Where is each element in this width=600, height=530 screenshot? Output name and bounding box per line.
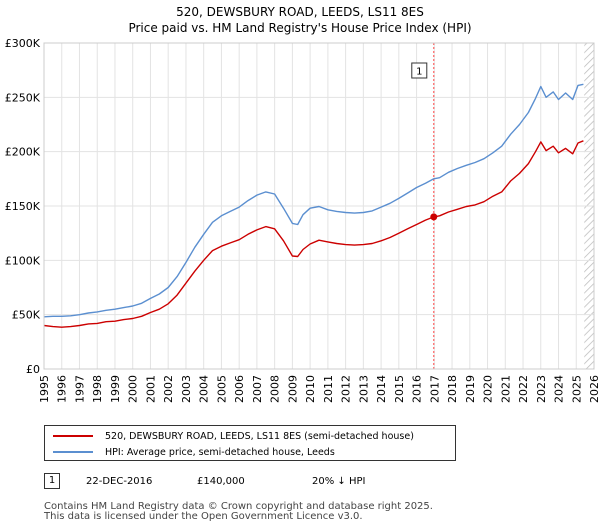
property-price-line: [43, 140, 584, 328]
sale-badge: 1: [44, 473, 60, 489]
footer: Contains HM Land Registry data © Crown c…: [44, 502, 433, 522]
x-tick-label: 2016: [411, 375, 424, 403]
x-tick-label: 2000: [127, 375, 140, 403]
legend-item-hpi: HPI: Average price, semi-detached house,…: [53, 444, 335, 460]
legend-swatch-property: [53, 435, 93, 437]
y-tick-label: £200K: [5, 146, 41, 159]
x-tick-label: 2010: [304, 375, 317, 403]
y-tick-label: £250K: [5, 91, 41, 104]
x-tick-label: 2012: [340, 375, 353, 403]
x-tick-label: 2013: [357, 375, 370, 403]
x-tick-label: 2002: [162, 375, 175, 403]
price-chart: £0 £50K £100K £150K £200K £250K £300K 1995 1996 1…: [5, 37, 600, 403]
annotation-label: 1: [416, 67, 422, 78]
x-tick-label: 2022: [517, 375, 530, 403]
y-tick-label: £150K: [5, 200, 41, 213]
footer-line-2: This data is licensed under the Open Gov…: [44, 511, 363, 522]
x-tick-label: 1998: [91, 375, 104, 403]
chart-title: 520, DEWSBURY ROAD, LEEDS, LS11 8ES Pric…: [0, 4, 600, 36]
x-tick-label: 1999: [109, 375, 122, 403]
legend-item-property: 520, DEWSBURY ROAD, LEEDS, LS11 8ES (sem…: [53, 428, 414, 444]
x-tick-label: 2007: [251, 375, 264, 403]
x-tick-label: 2021: [499, 375, 512, 403]
legend-swatch-hpi: [53, 451, 93, 453]
x-tick-label: 2004: [198, 375, 211, 403]
x-tick-label: 2019: [464, 375, 477, 403]
x-tick-label: 2026: [588, 375, 600, 403]
sale-row: 1 22-DEC-2016 £140,000 20% ↓ HPI: [44, 473, 365, 489]
hpi-line: [43, 83, 584, 318]
x-tick-label: 2011: [322, 375, 335, 403]
y-tick-label: £50K: [12, 309, 41, 322]
sale-hpi-diff: 20% ↓ HPI: [312, 475, 366, 487]
sale-price: £140,000: [197, 475, 245, 487]
chart-title-line-2: Price paid vs. HM Land Registry's House …: [128, 21, 472, 35]
y-tick-label: £100K: [5, 254, 41, 267]
x-tick-label: 1995: [38, 375, 51, 403]
x-tick-label: 2020: [482, 375, 495, 403]
x-tick-label: 2006: [233, 375, 246, 403]
x-tick-label: 1997: [73, 375, 86, 403]
sale-point: [430, 213, 438, 221]
x-tick-label: 2003: [180, 375, 193, 403]
annotation-badge: [411, 62, 428, 79]
plot-border: [43, 42, 595, 370]
footer-line-1: Contains HM Land Registry data © Crown c…: [44, 501, 433, 512]
x-tick-label: 2023: [535, 375, 548, 403]
chart-legend: 520, DEWSBURY ROAD, LEEDS, LS11 8ES (sem…: [44, 425, 456, 461]
x-tick-label: 2014: [375, 375, 388, 403]
legend-label-hpi: HPI: Average price, semi-detached house,…: [105, 446, 335, 458]
sale-date: 22-DEC-2016: [86, 475, 153, 487]
y-tick-label: £300K: [5, 37, 41, 50]
x-tick-label: 2017: [428, 375, 441, 403]
y-tick-label: £0: [26, 363, 40, 376]
x-tick-label: 2001: [144, 375, 157, 403]
x-tick-label: 1996: [56, 375, 69, 403]
chart-title-line-1: 520, DEWSBURY ROAD, LEEDS, LS11 8ES: [176, 5, 424, 19]
x-tick-label: 2009: [286, 375, 299, 403]
x-tick-label: 2018: [446, 375, 459, 403]
x-tick-label: 2005: [215, 375, 228, 403]
x-tick-label: 2025: [570, 375, 583, 403]
x-tick-label: 2015: [393, 375, 406, 403]
x-tick-label: 2024: [553, 375, 566, 403]
x-tick-label: 2008: [269, 375, 282, 403]
legend-label-property: 520, DEWSBURY ROAD, LEEDS, LS11 8ES (sem…: [105, 430, 414, 442]
